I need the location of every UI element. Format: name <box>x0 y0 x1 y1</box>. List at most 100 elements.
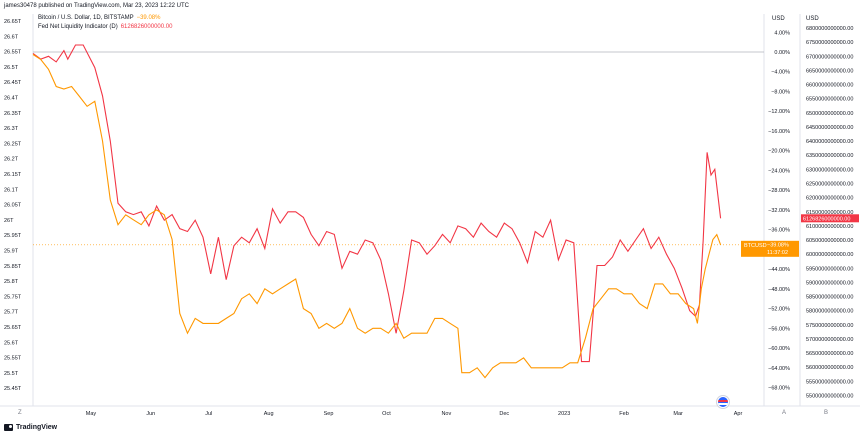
right-tick-label: 5950000000000.00 <box>806 266 853 272</box>
left-tick-label: 25.6T <box>4 340 19 346</box>
tradingview-logo-icon <box>4 424 13 431</box>
right-tick-label: 6700000000000.00 <box>806 54 853 60</box>
right-tick-label: 6100000000000.00 <box>806 224 853 230</box>
left-tick-label: 25.55T <box>4 356 22 362</box>
us-flag-event-icon[interactable] <box>717 396 729 408</box>
left-scale-z-button[interactable]: Z <box>18 410 22 416</box>
left-tick-label: 25.5T <box>4 371 19 377</box>
series-line-liquidity <box>32 44 722 363</box>
right-tick-label: 6500000000000.00 <box>806 111 853 117</box>
right-axis-ticks: 6800000000000.00 6750000000000.00 67000000… <box>806 26 853 400</box>
left-tick-label: 26.4T <box>4 96 19 102</box>
right-tick-label: 6450000000000.00 <box>806 125 853 131</box>
right-tick-label: 6300000000000.00 <box>806 167 853 173</box>
middle-tick-label: −20.00% <box>768 149 790 155</box>
right-tick-label: 6600000000000.00 <box>806 83 853 89</box>
right-tick-label: 6400000000000.00 <box>806 139 853 145</box>
middle-tick-label: −68.00% <box>768 386 790 392</box>
right-tick-label: 6800000000000.00 <box>806 26 853 32</box>
left-tick-label: 26.65T <box>4 19 22 25</box>
left-tick-label: 26.1T <box>4 187 19 193</box>
right-tick-label: 6750000000000.00 <box>806 40 853 46</box>
time-tick-label: Nov <box>441 411 451 417</box>
middle-tick-label: −8.00% <box>771 89 790 95</box>
time-tick-label: Jun <box>146 411 155 417</box>
right-tick-label: 5900000000000.00 <box>806 280 853 286</box>
left-axis-ticks: 26.65T 26.6T 26.55T 26.5T 26.45T 26.4T 26.35T 2… <box>4 19 22 392</box>
right-tick-label: 5500000000000.00 <box>806 394 853 400</box>
btc-price-label-box <box>741 240 799 257</box>
middle-tick-label: −60.00% <box>768 346 790 352</box>
left-tick-label: 25.95T <box>4 233 22 239</box>
middle-tick-label: −36.00% <box>768 228 790 234</box>
right-tick-label: 6650000000000.00 <box>806 68 853 74</box>
legend-label-btc: Bitcoin / U.S. Dollar, 1D, BITSTAMP <box>38 15 134 21</box>
middle-tick-label: −24.00% <box>768 168 790 174</box>
right-axis-unit: USD <box>806 16 819 22</box>
middle-tick-label: −56.00% <box>768 326 790 332</box>
series-line-btc <box>32 54 722 379</box>
tradingview-brand[interactable]: TradingView <box>4 424 57 431</box>
right-tick-label: 5800000000000.00 <box>806 309 853 315</box>
middle-axis-ticks: 4.00% 0.00% −4.00% −8.00% −12.00% −16.00% −20.… <box>768 30 790 391</box>
btc-symbol-text: BTCUSD <box>744 243 767 249</box>
btc-countdown-text: 11:37:02 <box>767 250 788 256</box>
left-tick-label: 26.2T <box>4 157 19 163</box>
right-tick-label: 6550000000000.00 <box>806 97 853 103</box>
legend-item-liquidity[interactable]: Fed Net Liquidity Indicator (D) 612682600… <box>38 24 172 30</box>
right-tick-label: 6350000000000.00 <box>806 153 853 159</box>
time-tick-label: Sep <box>324 411 334 417</box>
left-tick-label: 26.55T <box>4 50 22 56</box>
time-tick-label: Dec <box>499 411 509 417</box>
legend-label-liquidity: Fed Net Liquidity Indicator (D) <box>38 24 118 30</box>
right-tick-label: 6000000000000.00 <box>806 252 853 258</box>
liquidity-value-text: 6126826000000.00 <box>803 216 850 222</box>
right-tick-label: 6200000000000.00 <box>806 196 853 202</box>
middle-tick-label: −44.00% <box>768 267 790 273</box>
middle-tick-label: −64.00% <box>768 366 790 372</box>
time-tick-label: 2023 <box>558 411 570 417</box>
legend-value-liquidity: 6126826000000.00 <box>120 24 173 30</box>
time-tick-label: Apr <box>734 411 743 417</box>
right-tick-label: 6250000000000.00 <box>806 181 853 187</box>
time-axis-ticks: May Jun Jul Aug Sep Oct Nov Dec 2023 Feb Mar Apr <box>86 411 743 417</box>
left-tick-label: 26.35T <box>4 111 22 117</box>
right-tick-label: 5750000000000.00 <box>806 323 853 329</box>
btc-percent-text: −39.08% <box>767 242 789 248</box>
left-tick-label: 25.75T <box>4 294 22 300</box>
btc-price-label: BTCUSD −39.08% 11:37:02 <box>741 240 799 257</box>
middle-tick-label: −4.00% <box>771 70 790 76</box>
time-tick-label: Jul <box>205 411 212 417</box>
left-tick-label: 25.8T <box>4 279 19 285</box>
liquidity-price-label: 6126826000000.00 <box>801 214 859 223</box>
publisher-line: james30478 published on TradingView.com,… <box>4 3 190 9</box>
left-tick-label: 26.25T <box>4 141 22 147</box>
right-tick-label: 6150000000000.00 <box>806 210 853 216</box>
right-tick-label: 5850000000000.00 <box>806 295 853 301</box>
time-tick-label: Feb <box>619 411 628 417</box>
legend-value-btc: −39.08% <box>136 15 161 21</box>
left-tick-label: 26.15T <box>4 172 22 178</box>
time-tick-label: May <box>86 411 97 417</box>
left-tick-label: 25.65T <box>4 325 22 331</box>
legend-item-btc[interactable]: Bitcoin / U.S. Dollar, 1D, BITSTAMP −39.0… <box>38 15 160 21</box>
time-tick-label: Aug <box>264 411 274 417</box>
time-tick-label: Mar <box>673 411 683 417</box>
right-tick-label: 5650000000000.00 <box>806 351 853 357</box>
right-tick-label: 5700000000000.00 <box>806 337 853 343</box>
right-tick-label: 5550000000000.00 <box>806 379 853 385</box>
left-tick-label: 25.85T <box>4 264 22 270</box>
scale-b-button[interactable]: B <box>824 410 829 416</box>
middle-tick-label: −32.00% <box>768 208 790 214</box>
middle-tick-label: 0.00% <box>774 50 790 56</box>
middle-tick-label: −28.00% <box>768 188 790 194</box>
middle-tick-label: −12.00% <box>768 109 790 115</box>
left-tick-label: 26.5T <box>4 65 19 71</box>
auto-scale-button[interactable]: A <box>782 410 787 416</box>
liquidity-price-label-box <box>801 214 859 223</box>
time-tick-label: Oct <box>382 411 391 417</box>
left-tick-label: 26.3T <box>4 126 19 132</box>
middle-tick-label: −16.00% <box>768 129 790 135</box>
right-tick-label: 6050000000000.00 <box>806 238 853 244</box>
